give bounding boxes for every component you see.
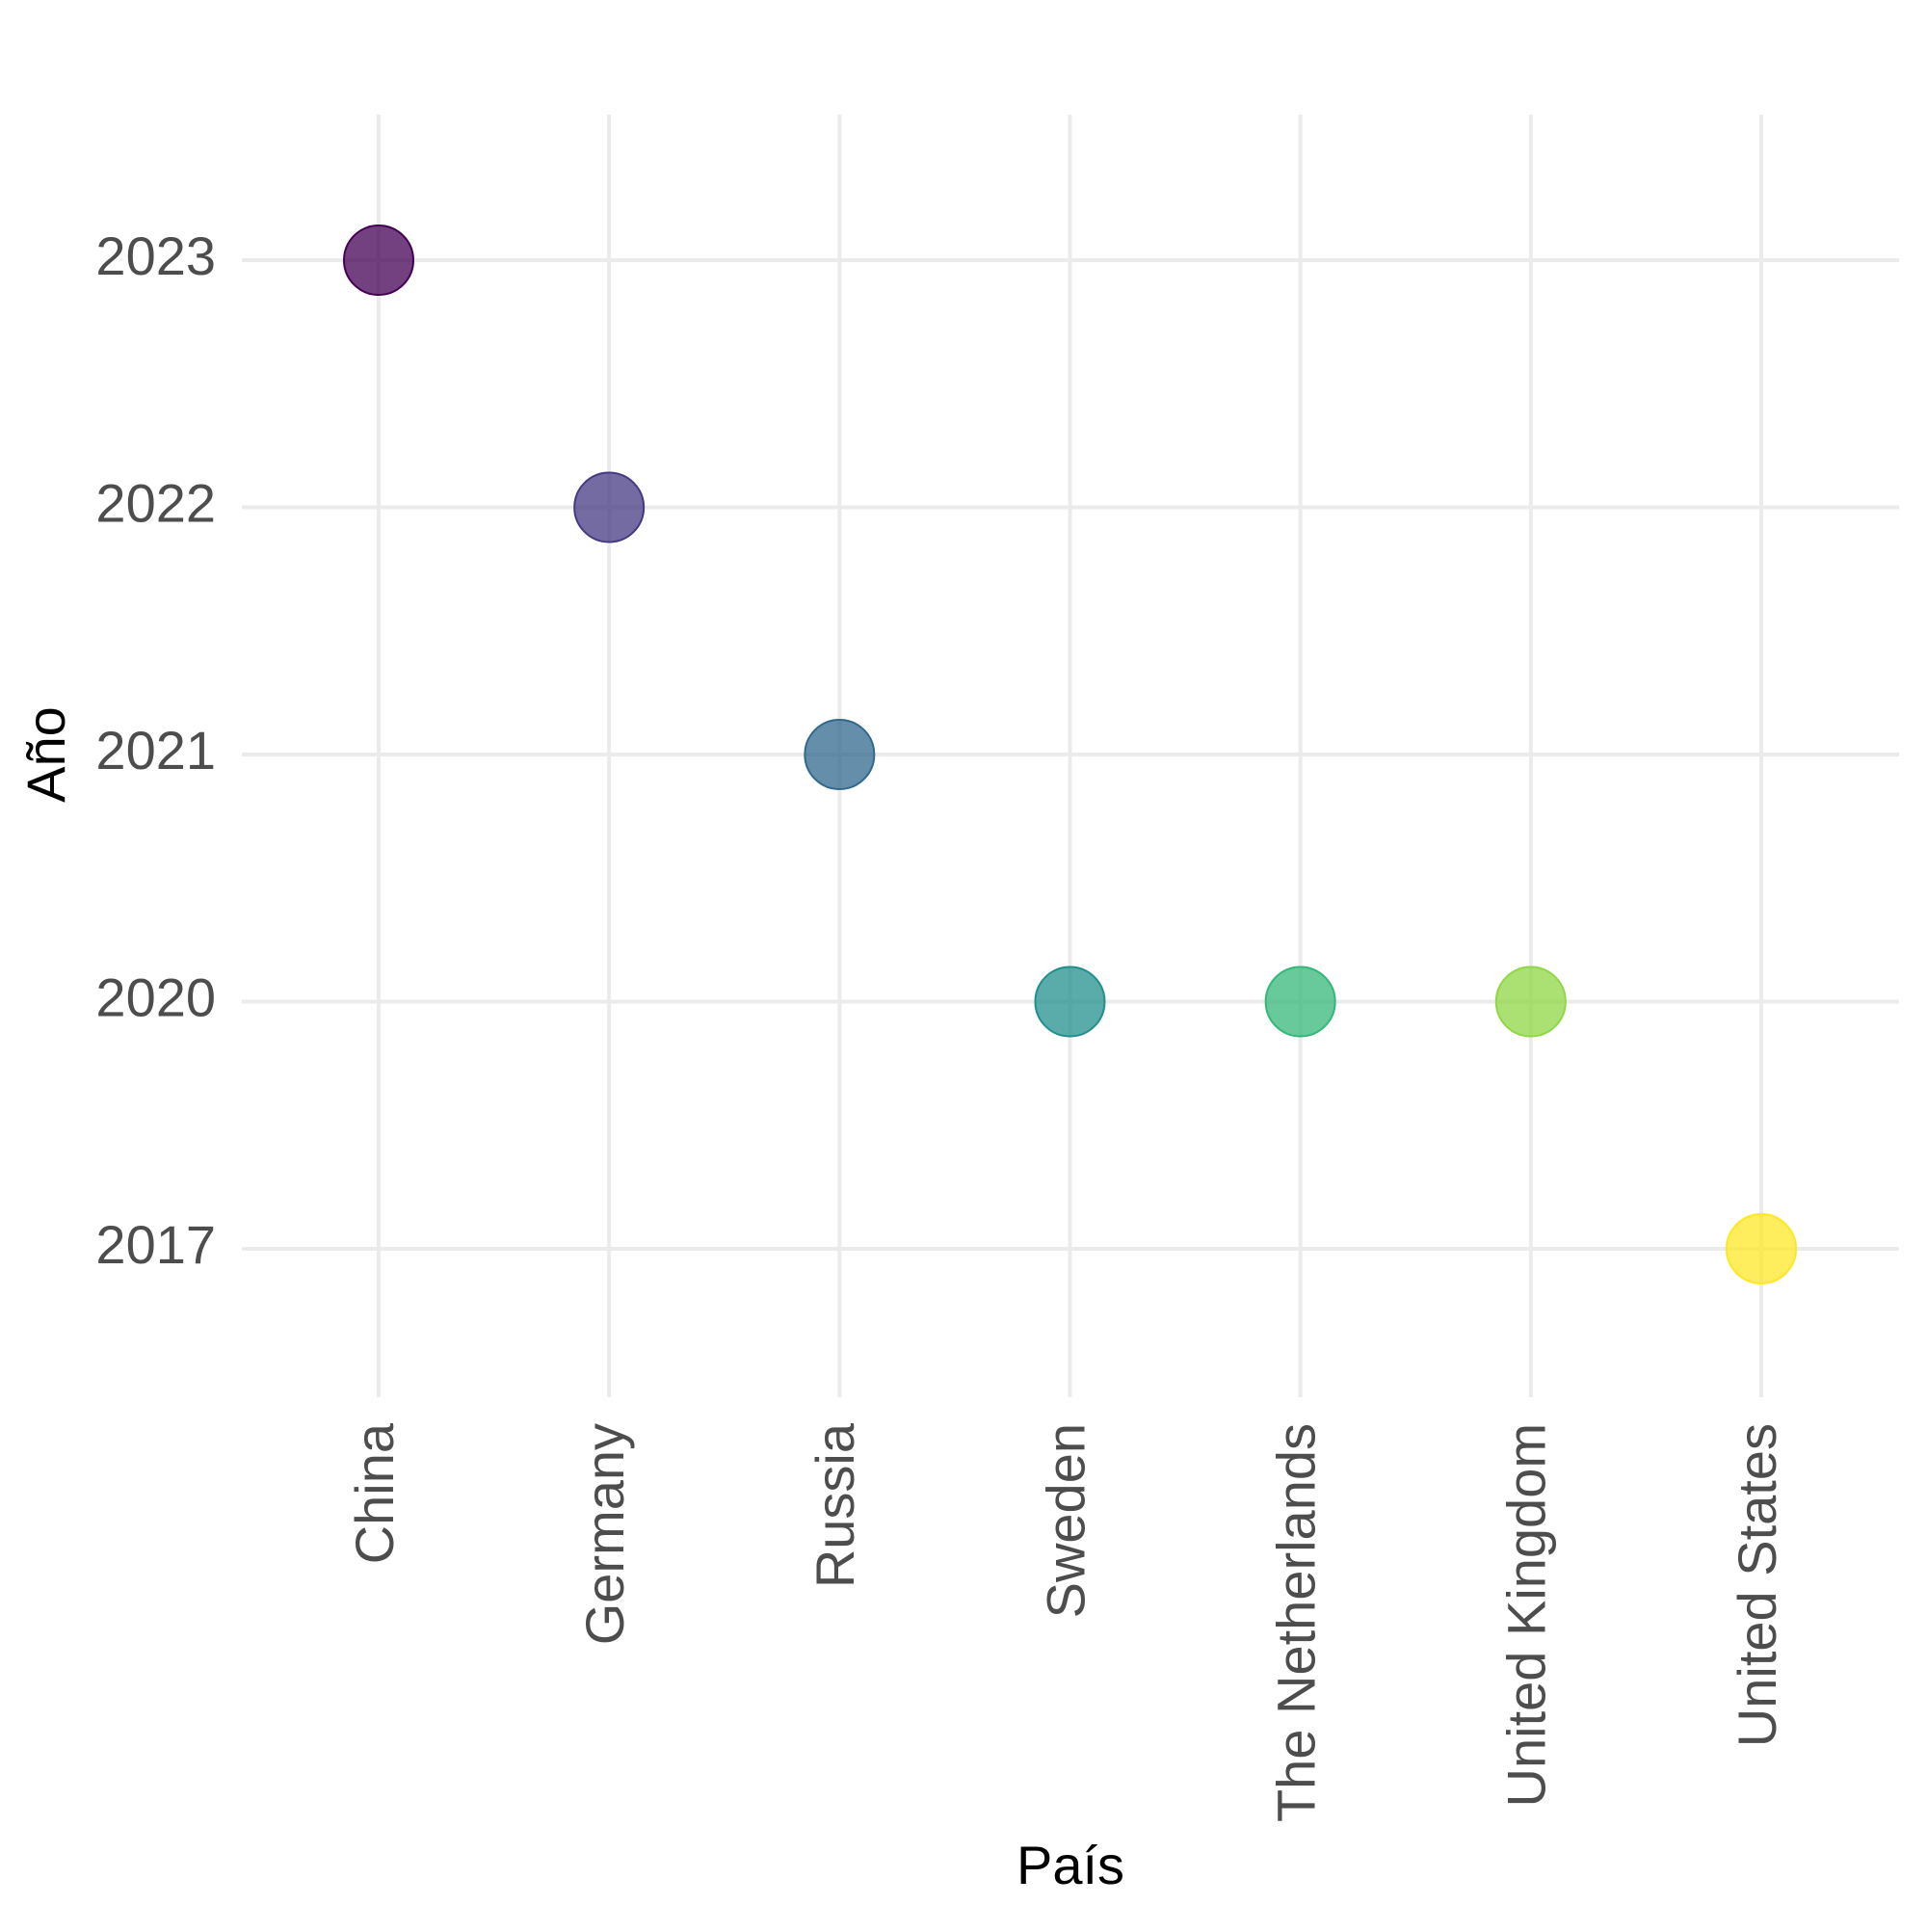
x-tick-label: United States xyxy=(1727,1423,1787,1747)
y-tick-label: 2023 xyxy=(95,225,216,286)
point xyxy=(573,471,646,543)
x-tick-label: Germany xyxy=(574,1423,635,1645)
x-tick-label: Russia xyxy=(805,1422,865,1588)
point xyxy=(1264,966,1336,1038)
x-tick-label: The Netherlands xyxy=(1265,1423,1326,1822)
point xyxy=(1034,966,1106,1038)
x-tick-label: Sweden xyxy=(1035,1423,1095,1618)
point xyxy=(1726,1213,1797,1284)
point xyxy=(1494,966,1567,1038)
x-tick-label: United Kingdom xyxy=(1496,1423,1557,1807)
x-tick-label: China xyxy=(344,1422,405,1564)
y-axis-title: Año xyxy=(15,706,76,803)
y-tick-label: 2021 xyxy=(95,720,216,781)
y-tick-label: 2022 xyxy=(95,472,216,533)
point xyxy=(804,719,876,790)
x-axis-title: País xyxy=(1016,1835,1124,1895)
y-tick-label: 2017 xyxy=(95,1214,216,1275)
point xyxy=(343,225,414,296)
y-tick-label: 2020 xyxy=(95,966,216,1027)
